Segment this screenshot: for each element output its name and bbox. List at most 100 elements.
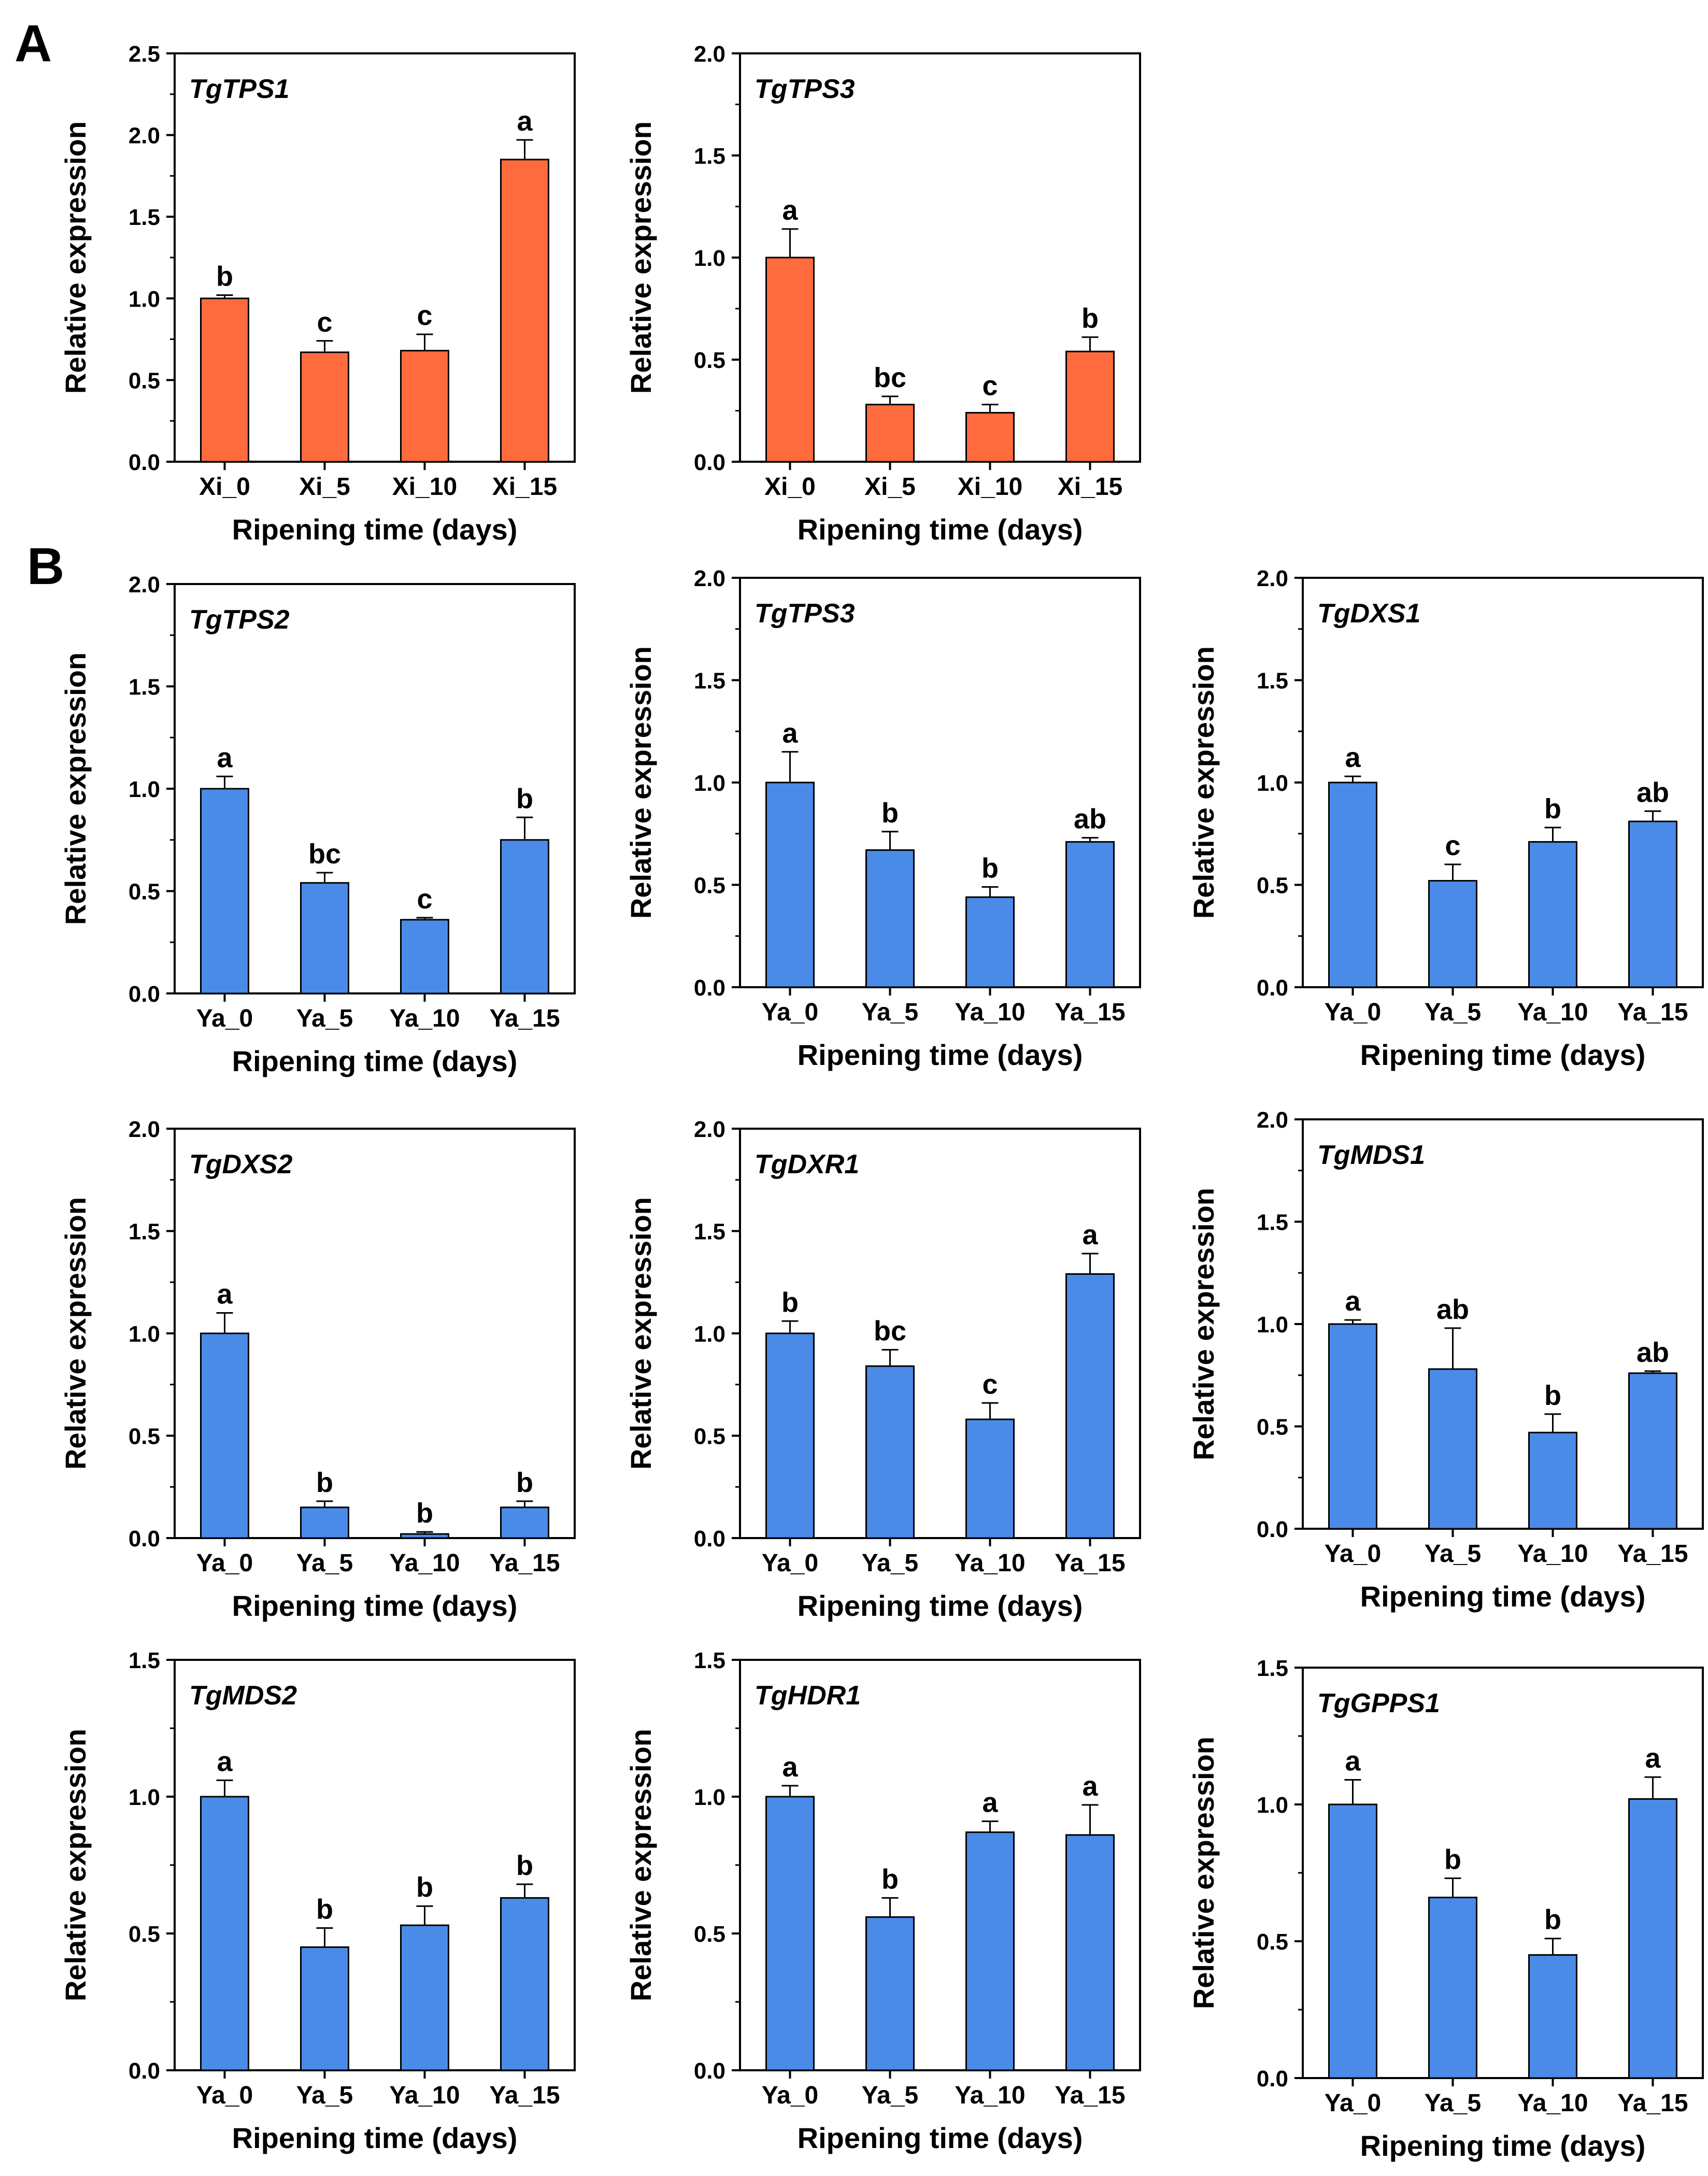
chart-title: TgTPS3 xyxy=(755,74,855,104)
x-tick-label: Ya_5 xyxy=(862,1549,918,1577)
y-tick-label: 0.5 xyxy=(694,348,725,373)
significance-letter: a xyxy=(1082,1219,1098,1250)
bar-ya-15 xyxy=(1628,1372,1677,1530)
y-axis-label: Relative expression xyxy=(1187,646,1220,919)
significance-letter: c xyxy=(417,884,432,915)
significance-letter: b xyxy=(1544,1904,1561,1936)
x-tick-label: Ya_5 xyxy=(862,999,918,1026)
x-tick-label: Ya_15 xyxy=(1617,999,1688,1026)
x-tick-label: Ya_0 xyxy=(762,999,818,1026)
x-tick-label: Xi_10 xyxy=(392,473,457,501)
significance-letter: a xyxy=(1645,1743,1661,1774)
y-tick-label: 1.5 xyxy=(129,1219,160,1245)
x-tick-label: Ya_5 xyxy=(1425,2089,1481,2117)
bar-ya-0 xyxy=(200,1332,249,1539)
x-axis-label: Ripening time (days) xyxy=(232,1589,518,1622)
y-tick-label: 1.0 xyxy=(129,1785,160,1810)
bar-ya-10 xyxy=(400,1533,449,1539)
bar-ya-5 xyxy=(865,1916,915,2071)
x-tick-label: Ya_10 xyxy=(389,2082,460,2109)
y-tick-label: 2.0 xyxy=(1257,1107,1288,1133)
x-tick-label: Ya_15 xyxy=(489,1549,560,1577)
x-tick-label: Ya_5 xyxy=(1425,1540,1481,1568)
bar-ya-0 xyxy=(200,788,249,994)
significance-letter: a xyxy=(1345,1286,1361,1317)
chart-title: TgTPS3 xyxy=(755,599,855,629)
chart-a2: TgTPS3 0.0 0.5 1.0 1.5 2.0 a Xi_0 bc Xi_5 c Xi_10 b X… xyxy=(624,41,1141,546)
y-tick-label: 0.0 xyxy=(129,450,160,475)
significance-letter: ab xyxy=(1074,804,1106,835)
x-tick-label: Ya_15 xyxy=(1055,1549,1125,1577)
chart-a1: TgTPS1 0.0 0.5 1.0 1.5 2.0 2.5 b Xi_0 c Xi_5 c Xi_10… xyxy=(59,41,576,546)
bar-xi-0 xyxy=(765,257,815,463)
chart-b7: TgMDS2 0.0 0.5 1.0 1.5 a Ya_0 b Ya_5 b Ya_10 b Ya_15… xyxy=(59,1648,576,2154)
bar-xi-15 xyxy=(1065,350,1115,463)
y-tick-label: 1.0 xyxy=(129,1321,160,1347)
chart-title: TgDXR1 xyxy=(755,1149,859,1179)
significance-letter: b xyxy=(516,1850,533,1881)
y-tick-label: 1.0 xyxy=(1257,1312,1288,1338)
y-axis-label: Relative expression xyxy=(59,121,92,394)
x-tick-label: Ya_5 xyxy=(296,2082,353,2109)
significance-letter: a xyxy=(782,718,798,749)
significance-letter: b xyxy=(1081,303,1099,334)
y-tick-label: 1.0 xyxy=(694,246,725,271)
bar-ya-10 xyxy=(400,1924,449,2071)
bar-ya-15 xyxy=(1628,820,1677,988)
y-tick-label: 0.0 xyxy=(1257,975,1288,1001)
bar-ya-5 xyxy=(865,849,915,988)
chart-title: TgTPS2 xyxy=(189,605,290,635)
x-axis-label: Ripening time (days) xyxy=(798,2122,1083,2154)
y-tick-label: 2.0 xyxy=(1257,566,1288,591)
x-axis-label: Ripening time (days) xyxy=(1360,1039,1646,1071)
x-tick-label: Ya_10 xyxy=(1517,999,1588,1026)
x-tick-label: Xi_15 xyxy=(492,473,557,501)
x-tick-label: Ya_10 xyxy=(1517,1540,1588,1568)
y-tick-label: 1.5 xyxy=(694,1648,725,1673)
y-tick-label: 0.0 xyxy=(129,2058,160,2084)
y-axis-label: Relative expression xyxy=(1187,1188,1220,1460)
y-tick-label: 0.5 xyxy=(694,1922,725,1947)
y-axis-label: Relative expression xyxy=(59,652,92,925)
significance-letter: b xyxy=(1444,1844,1461,1875)
chart-title: TgMDS1 xyxy=(1317,1140,1425,1170)
chart-title: TgDXS2 xyxy=(189,1149,292,1179)
x-tick-label: Ya_0 xyxy=(1325,999,1381,1026)
significance-letter: b xyxy=(416,1498,433,1529)
x-tick-label: Xi_10 xyxy=(958,473,1022,501)
y-axis-label: Relative expression xyxy=(59,1729,92,2001)
y-tick-label: 1.5 xyxy=(694,144,725,169)
x-tick-label: Ya_15 xyxy=(489,1005,560,1032)
y-tick-label: 1.0 xyxy=(1257,1793,1288,1818)
significance-letter: a xyxy=(517,106,533,137)
chart-title: TgHDR1 xyxy=(755,1681,861,1711)
x-tick-label: Ya_0 xyxy=(196,2082,253,2109)
significance-letter: b xyxy=(1544,1380,1561,1411)
y-tick-label: 0.0 xyxy=(129,1526,160,1552)
y-tick-label: 1.0 xyxy=(1257,771,1288,796)
bar-ya-5 xyxy=(1428,880,1477,988)
significance-letter: c xyxy=(982,1369,998,1400)
x-tick-label: Ya_10 xyxy=(955,999,1025,1026)
significance-letter: a xyxy=(217,1279,233,1310)
y-tick-label: 0.5 xyxy=(1257,1415,1288,1440)
x-axis-label: Ripening time (days) xyxy=(1360,1580,1646,1613)
bar-ya-0 xyxy=(765,781,815,988)
bar-ya-15 xyxy=(500,839,549,994)
chart-title: TgDXS1 xyxy=(1317,599,1420,629)
y-axis-label: Relative expression xyxy=(624,1197,657,1470)
significance-letter: a xyxy=(217,742,233,773)
x-tick-label: Ya_10 xyxy=(389,1549,460,1577)
significance-letter: b xyxy=(216,261,233,292)
y-tick-label: 0.5 xyxy=(129,1424,160,1449)
significance-letter: bc xyxy=(308,838,341,870)
y-tick-label: 1.5 xyxy=(129,1648,160,1673)
x-tick-label: Ya_10 xyxy=(955,1549,1025,1577)
significance-letter: ab xyxy=(1636,1337,1669,1368)
bar-ya-5 xyxy=(300,1506,349,1539)
bar-ya-10 xyxy=(965,1831,1015,2071)
x-tick-label: Xi_5 xyxy=(299,473,350,501)
x-tick-label: Xi_0 xyxy=(764,473,816,501)
bar-ya-5 xyxy=(1428,1897,1477,2079)
